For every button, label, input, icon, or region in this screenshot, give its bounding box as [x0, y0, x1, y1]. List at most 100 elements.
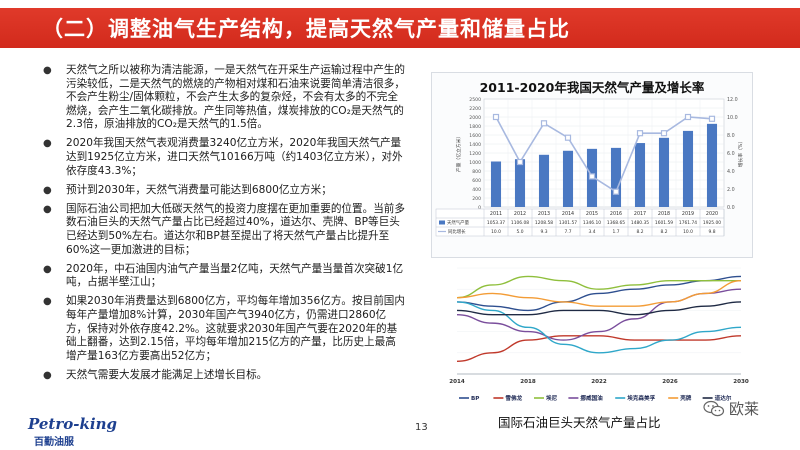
x-tick-label: 2018	[658, 211, 670, 217]
bullet-item: ● 国际石油公司把加大低碳天然气的投资力度摆在更加重要的位置。当前多数石油巨头的天…	[40, 203, 405, 257]
x-tick-label: 2016	[610, 211, 622, 217]
bar-value-label: 1346.10	[583, 220, 601, 226]
bar-value-label: 1761.74	[679, 220, 697, 226]
gas-share-chart-caption: 国际石油巨头天然气产量占比	[498, 415, 661, 430]
growth-value-label: 3.4	[589, 229, 596, 235]
growth-value-label: 5.0	[517, 229, 524, 235]
bar-value-label: 1208.58	[535, 220, 553, 226]
production-bar	[634, 143, 646, 207]
x-tick-label: 2014	[562, 211, 574, 217]
x-tick-label: 2015	[586, 211, 598, 217]
y2-tick-label: 0.0	[727, 205, 735, 211]
production-bar	[562, 150, 574, 207]
y-tick-label: 600	[472, 178, 481, 184]
bullet-item: ● 2020年我国天然气表观消费量3240亿立方米，2020年我国天然气产量达到1…	[40, 137, 405, 178]
y2-tick-label: 8.0	[727, 133, 735, 139]
bullet-text: 如果2030年消费量达到6800亿方，平均每年增加356亿方。按目前国内每年产量…	[66, 295, 405, 362]
x-tick-label: 2022	[591, 379, 607, 385]
growth-marker	[660, 130, 668, 137]
production-bar	[682, 130, 694, 207]
bullet-item: ● 预计到2030年，天然气消费量可能达到6800亿立方米；	[40, 184, 405, 198]
bar-value-label: 1480.35	[631, 220, 649, 226]
growth-marker	[708, 115, 716, 122]
legend-label: 壳牌	[679, 394, 692, 402]
series-line-埃尼	[456, 275, 741, 299]
legend-bar-label: 天然气产量	[447, 219, 470, 226]
production-bar	[610, 147, 622, 207]
y-tick-label: 1400	[469, 142, 481, 148]
series-line-雪佛龙	[456, 335, 742, 362]
logo-chinese: 百勤油服	[34, 437, 74, 448]
y-tick-label: 2000	[469, 115, 481, 121]
watermark: 欧莱	[703, 398, 759, 419]
bullet-item: ● 天然气之所以被称为清洁能源，一是天然气在开采生产运输过程中产生的污染较低，二是…	[40, 64, 405, 132]
production-bar	[490, 161, 502, 207]
growth-marker	[636, 130, 644, 137]
bullet-text: 天然气之所以被称为清洁能源，一是天然气在开采生产运输过程中产生的污染较低，二是天…	[66, 64, 405, 131]
y-tick-label: 1200	[469, 151, 481, 157]
y-tick-label: 0	[478, 205, 481, 211]
series-line-壳牌	[456, 280, 742, 307]
bar-value-label: 1053.37	[487, 220, 505, 226]
title-bar: （二）调整油气生产结构，提高天然气产量和储量占比	[0, 8, 800, 48]
bullet-text: 2020年，中石油国内油气产量当量2亿吨，天然气产量当量首次突破1亿吨，占据半壁…	[66, 262, 404, 289]
bullet-text: 国际石油公司把加大低碳天然气的投资力度摆在更加重要的位置。当前多数石油巨头的天然…	[66, 202, 405, 256]
growth-value-label: 10.0	[683, 229, 693, 235]
bullet-text: 天然气需要大发展才能满足上述增长目标。	[66, 368, 268, 381]
legend-label: 埃克森美孚	[627, 394, 655, 402]
bullet-list: ● 天然气之所以被称为清洁能源，一是天然气在开采生产运输过程中产生的污染较低，二是…	[40, 64, 405, 388]
y-tick-label: 2500	[469, 97, 481, 103]
page-number: 13	[415, 422, 428, 433]
bullet-dot-icon: ●	[43, 296, 52, 308]
growth-marker	[612, 188, 620, 195]
x-tick-label: 2026	[662, 379, 678, 385]
y2-axis-label: 增长率（%）	[737, 139, 744, 168]
growth-marker	[684, 113, 692, 121]
growth-value-label: 9.8	[709, 229, 716, 235]
bullet-dot-icon: ●	[43, 138, 52, 150]
y-tick-label: 400	[472, 187, 481, 193]
logo-english: Petro-king	[28, 415, 117, 433]
gas-share-chart-panel: 2014 2018 2022 2026 2030 BP 雪佛龙 埃尼 挪威国油 埃克森美孚 壳牌 道达…	[437, 262, 749, 412]
bullet-text: 2020年我国天然气表观消费量3240亿立方米，2020年我国天然气产量达到19…	[66, 137, 403, 177]
x-tick-label: 2011	[490, 211, 502, 217]
bullet-item: ● 2020年，中石油国内油气产量当量2亿吨，天然气产量当量首次突破1亿吨，占据半…	[40, 263, 405, 290]
series-line-道达尔	[456, 301, 742, 316]
gas-share-chart: 2014 2018 2022 2026 2030 BP 雪佛龙 埃尼 挪威国油 埃克森美孚 壳牌 道达…	[449, 267, 749, 402]
y2-tick-label: 10.0	[727, 115, 738, 121]
y-tick-label: 1000	[469, 160, 481, 166]
bar-value-label: 1106.08	[511, 220, 529, 226]
y2-tick-label: 6.0	[727, 151, 735, 157]
y-tick-label: 200	[472, 196, 481, 202]
bullet-dot-icon: ●	[43, 203, 52, 215]
x-tick-label: 2014	[449, 379, 465, 385]
production-bar	[658, 137, 670, 207]
x-tick-label: 2030	[733, 379, 749, 385]
slide-title: （二）调整油气生产结构，提高天然气产量和储量占比	[42, 17, 570, 41]
production-bar	[538, 154, 550, 207]
series-line-BP	[456, 275, 742, 312]
bullet-item: ● 如果2030年消费量达到6800亿方，平均每年增加356亿方。按目前国内每年产…	[40, 295, 405, 363]
bullet-text: 预计到2030年，天然气消费量可能达到6800亿立方米；	[66, 183, 332, 196]
production-bar	[706, 123, 718, 207]
bullet-dot-icon: ●	[43, 369, 52, 381]
x-tick-label: 2020	[706, 211, 718, 217]
growth-marker	[588, 173, 596, 180]
growth-marker	[540, 120, 548, 127]
y-tick-label: 2200	[469, 106, 481, 112]
growth-value-label: 7.7	[565, 229, 572, 235]
growth-value-label: 8.2	[661, 229, 668, 235]
growth-value-label: 1.7	[613, 229, 620, 235]
bar-value-label: 1925.00	[703, 220, 721, 226]
legend-label: 雪佛龙	[505, 394, 522, 402]
wechat-icon	[703, 400, 725, 416]
growth-line	[495, 116, 713, 193]
growth-marker	[492, 113, 500, 121]
legend-label: BP	[471, 396, 479, 402]
x-tick-label: 2019	[682, 211, 694, 217]
production-chart-title: 2011-2020年我国天然气产量及增长率	[479, 80, 705, 95]
legend-line-label: 同比增长	[448, 228, 466, 235]
bar-value-label: 1368.65	[607, 220, 625, 226]
legend-bar-swatch	[439, 220, 445, 225]
production-bar	[514, 159, 526, 207]
